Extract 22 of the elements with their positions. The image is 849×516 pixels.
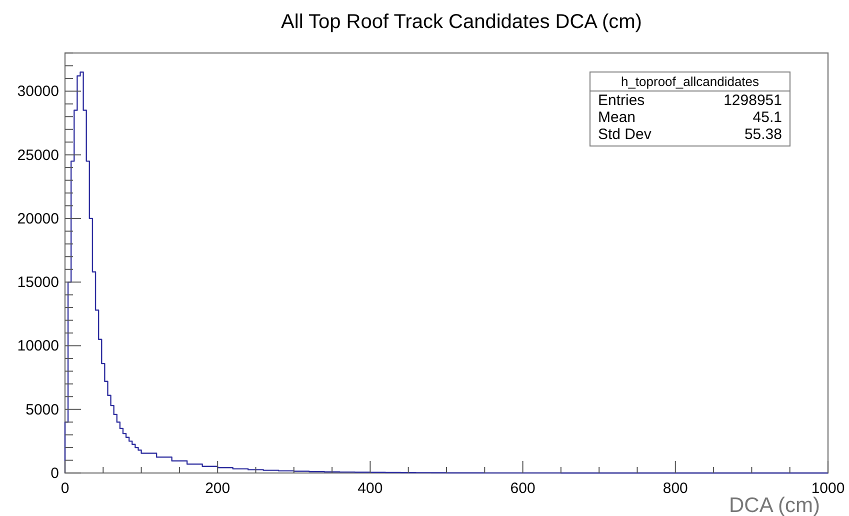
y-tick-label: 10000 — [17, 338, 59, 355]
y-tick-label: 15000 — [17, 274, 59, 292]
chart-title: All Top Roof Track Candidates DCA (cm) — [281, 11, 642, 33]
x-tick-label: 0 — [60, 480, 70, 497]
x-tick-label: 200 — [205, 480, 230, 497]
y-tick-label: 20000 — [17, 210, 59, 228]
y-tick-label: 25000 — [17, 146, 59, 164]
x-tick-label: 1000 — [811, 480, 845, 497]
y-tick-label: 5000 — [26, 401, 59, 418]
x-tick-label: 800 — [662, 480, 688, 497]
x-tick-label: 600 — [510, 480, 536, 497]
x-axis-title: DCA (cm) — [729, 494, 820, 516]
x-tick-label: 400 — [358, 480, 383, 497]
annotation: 55.38 — [744, 126, 782, 143]
y-tick-label: 0 — [50, 465, 59, 482]
annotation: 1298951 — [724, 92, 782, 109]
annotation: Entries — [598, 92, 645, 109]
annotation: h_toproof_allcandidates — [620, 74, 760, 89]
annotation: Std Dev — [598, 126, 652, 143]
y-tick-label: 30000 — [17, 83, 59, 100]
annotation: 45.1 — [752, 109, 782, 126]
annotation: Mean — [598, 109, 636, 126]
